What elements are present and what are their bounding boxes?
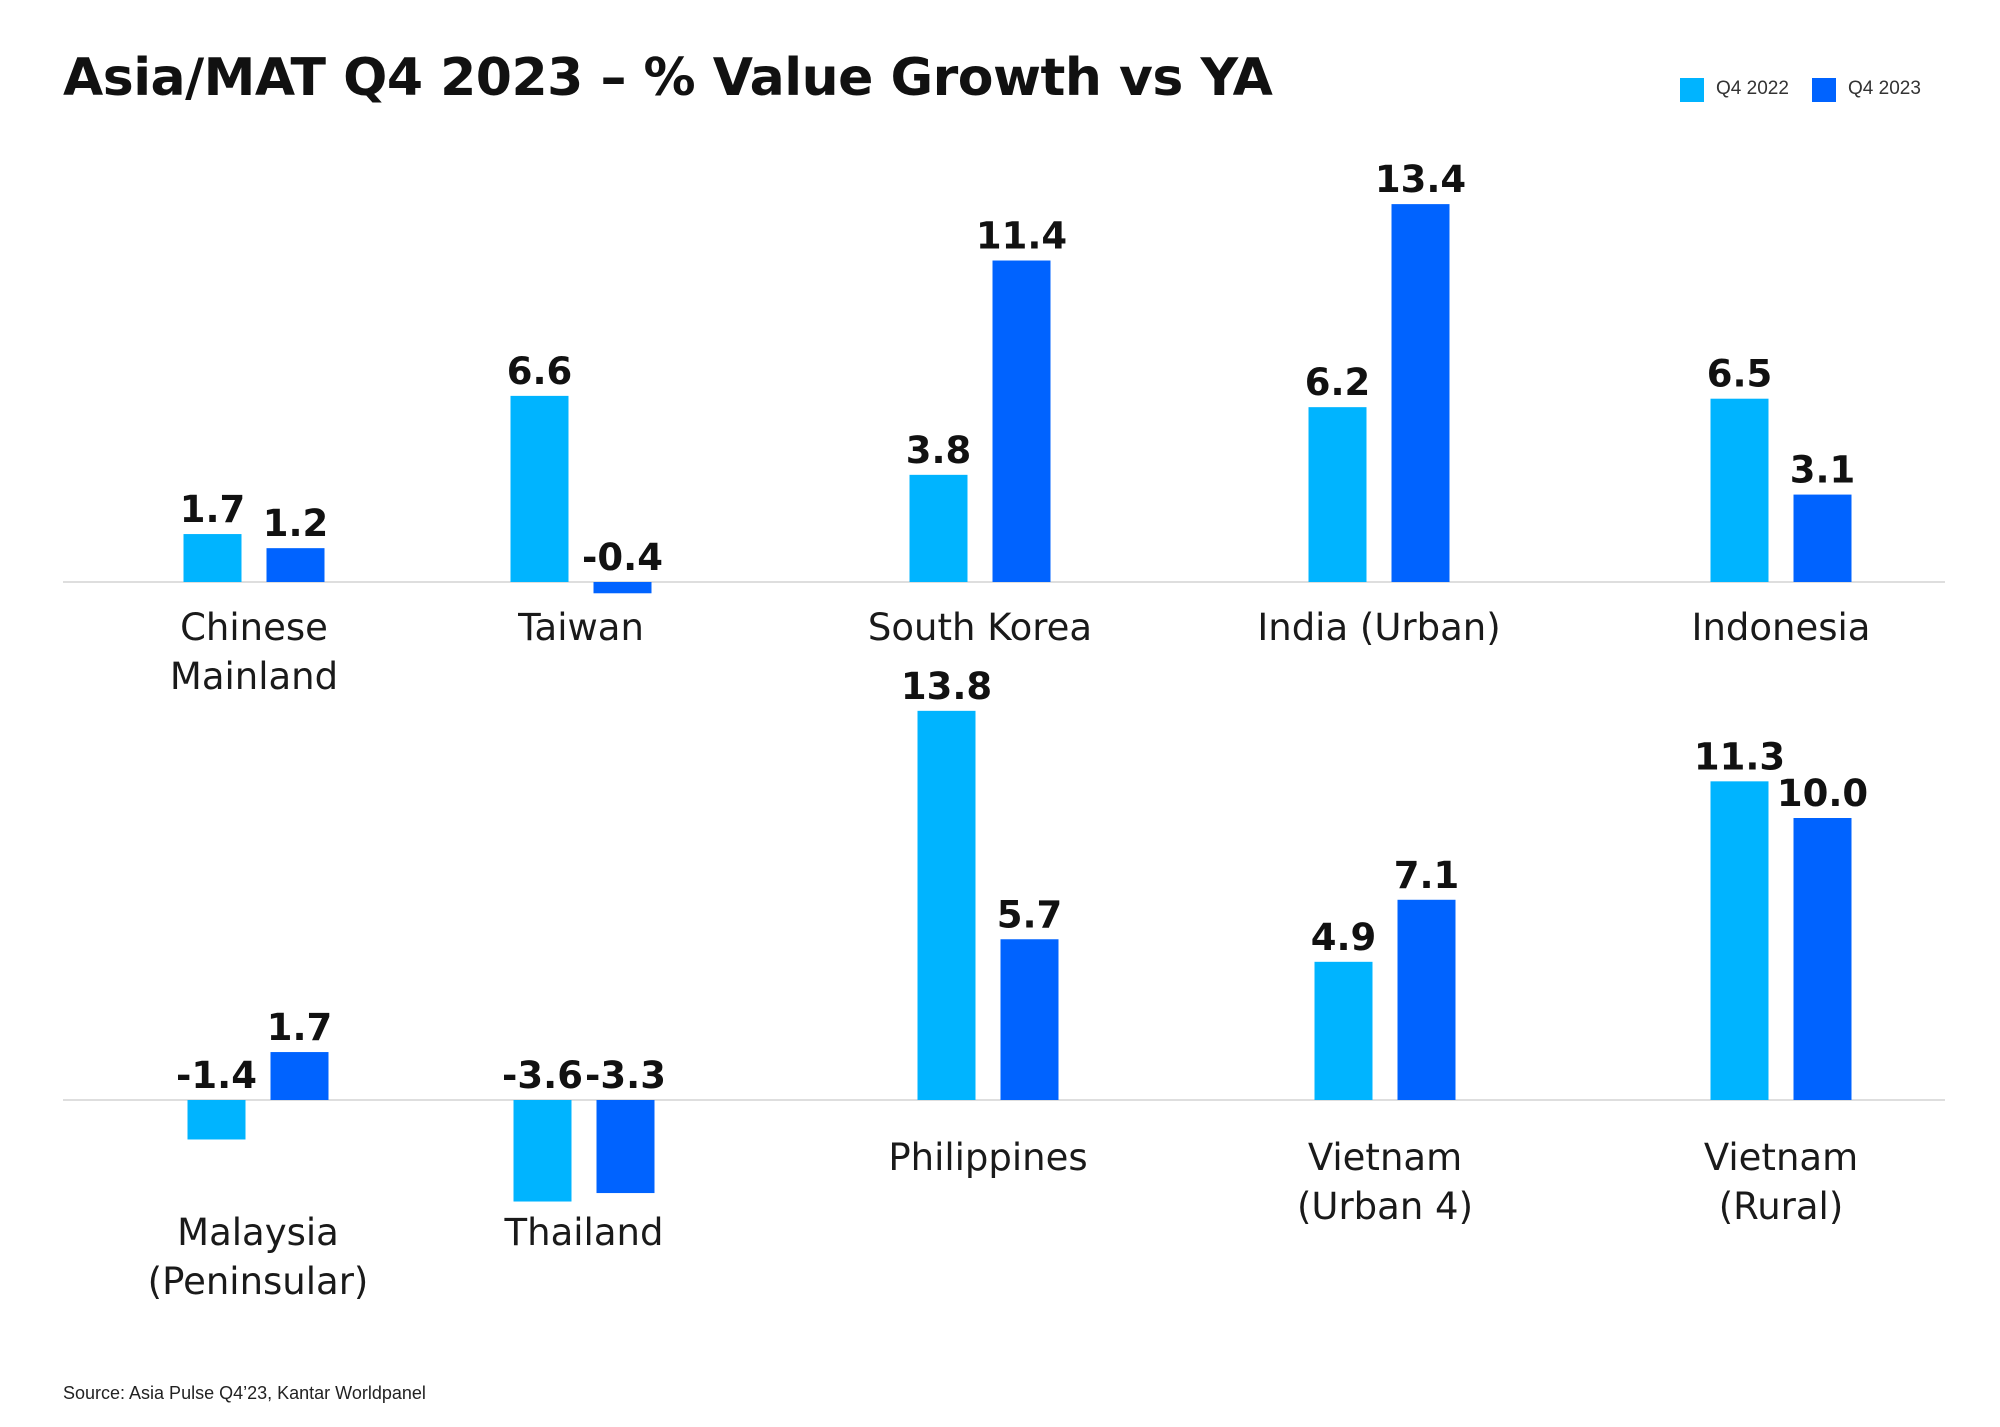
legend-swatch-q4-2023 <box>1812 78 1836 102</box>
data-label-vietnam-rural-q4-2023: 10.0 <box>1777 772 1868 815</box>
bar-taiwan-q4-2023 <box>593 582 652 594</box>
data-label-vietnam-urban-4-q4-2022: 4.9 <box>1311 916 1377 959</box>
chart-title: Asia/MAT Q4 2023 – % Value Growth vs YA <box>63 48 1273 108</box>
bar-indonesia-q4-2023 <box>1793 494 1852 582</box>
data-label-south-korea-q4-2023: 11.4 <box>976 215 1067 258</box>
bar-thailand-q4-2023 <box>596 1100 655 1194</box>
category-label-malaysia-peninsular-line-1: Malaysia <box>177 1211 339 1254</box>
category-label-vietnam-urban-4-line-1: Vietnam <box>1308 1136 1462 1179</box>
bar-philippines-q4-2022 <box>917 710 976 1100</box>
data-label-malaysia-peninsular-q4-2022: -1.4 <box>176 1054 257 1097</box>
category-label-vietnam-urban-4-line-2: (Urban 4) <box>1297 1185 1473 1228</box>
bar-malaysia-peninsular-q4-2023 <box>270 1052 329 1100</box>
data-label-indonesia-q4-2022: 6.5 <box>1707 353 1773 396</box>
bar-malaysia-peninsular-q4-2022 <box>187 1100 246 1140</box>
data-label-taiwan-q4-2022: 6.6 <box>507 350 573 393</box>
bar-vietnam-rural-q4-2023 <box>1793 818 1852 1100</box>
bar-vietnam-urban-4-q4-2023 <box>1397 899 1456 1100</box>
category-label-philippines: Philippines <box>888 1136 1087 1179</box>
legend-label-q4-2023: Q4 2023 <box>1848 78 1921 99</box>
legend-label-q4-2022: Q4 2022 <box>1716 78 1789 99</box>
category-label-malaysia-peninsular-line-2: (Peninsular) <box>148 1260 369 1303</box>
data-label-vietnam-rural-q4-2022: 11.3 <box>1694 735 1785 778</box>
data-label-india-urban-q4-2022: 6.2 <box>1305 361 1371 404</box>
data-label-india-urban-q4-2023: 13.4 <box>1375 158 1466 201</box>
data-label-indonesia-q4-2023: 3.1 <box>1790 449 1856 492</box>
data-label-taiwan-q4-2023: -0.4 <box>582 536 663 579</box>
category-label-south-korea: South Korea <box>868 606 1092 649</box>
data-label-philippines-q4-2023: 5.7 <box>997 893 1063 936</box>
data-label-malaysia-peninsular-q4-2023: 1.7 <box>267 1006 333 1049</box>
bar-south-korea-q4-2023 <box>992 260 1051 582</box>
data-label-thailand-q4-2023: -3.3 <box>585 1054 666 1097</box>
category-label-thailand: Thailand <box>504 1211 664 1254</box>
bar-south-korea-q4-2022 <box>909 474 968 582</box>
category-label-india-urban: India (Urban) <box>1257 606 1500 649</box>
data-label-chinese-mainland-q4-2023: 1.2 <box>263 502 329 545</box>
bar-philippines-q4-2023 <box>1000 939 1059 1100</box>
data-label-vietnam-urban-4-q4-2023: 7.1 <box>1394 854 1460 897</box>
data-label-philippines-q4-2022: 13.8 <box>901 665 992 708</box>
data-label-thailand-q4-2022: -3.6 <box>502 1054 583 1097</box>
category-label-taiwan: Taiwan <box>517 606 644 649</box>
bar-chinese-mainland-q4-2022 <box>183 534 242 582</box>
source-note: Source: Asia Pulse Q4’23, Kantar Worldpa… <box>63 1383 426 1403</box>
data-label-south-korea-q4-2022: 3.8 <box>906 429 972 472</box>
bar-india-urban-q4-2022 <box>1308 407 1367 582</box>
bar-indonesia-q4-2022 <box>1710 398 1769 582</box>
category-label-vietnam-rural-line-1: Vietnam <box>1704 1136 1858 1179</box>
category-label-indonesia: Indonesia <box>1692 606 1871 649</box>
bar-taiwan-q4-2022 <box>510 395 569 582</box>
category-label-chinese-mainland-line-1: Chinese <box>180 606 328 649</box>
bar-vietnam-rural-q4-2022 <box>1710 781 1769 1100</box>
legend-swatch-q4-2022 <box>1680 78 1704 102</box>
category-label-chinese-mainland-line-2: Mainland <box>170 655 338 698</box>
category-label-vietnam-rural-line-2: (Rural) <box>1719 1185 1844 1228</box>
bar-thailand-q4-2022 <box>513 1100 572 1202</box>
bar-chinese-mainland-q4-2023 <box>266 548 325 582</box>
data-label-chinese-mainland-q4-2022: 1.7 <box>180 488 246 531</box>
bar-india-urban-q4-2023 <box>1391 204 1450 582</box>
bar-vietnam-urban-4-q4-2022 <box>1314 961 1373 1100</box>
